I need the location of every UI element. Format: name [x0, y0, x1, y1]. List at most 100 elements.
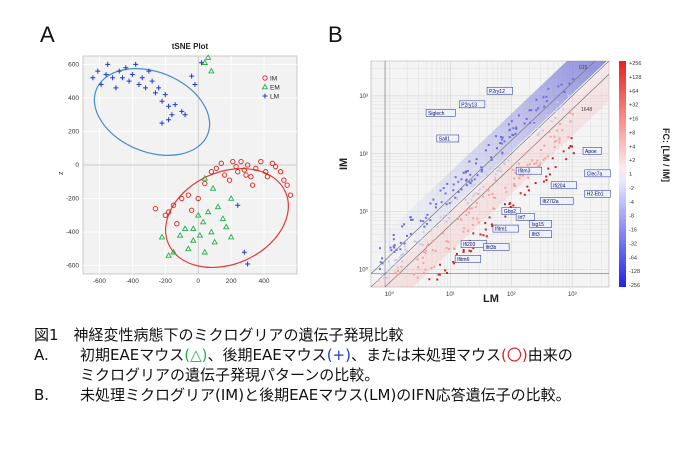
data-point [544, 157, 547, 160]
data-point-im [235, 169, 241, 175]
data-point [508, 128, 511, 131]
data-point-lm [235, 202, 241, 208]
data-point [401, 260, 404, 263]
data-point [447, 217, 450, 220]
data-point-im [249, 182, 256, 188]
data-point [422, 261, 425, 264]
gene-label: Gbp2 [504, 209, 516, 215]
data-point [426, 222, 429, 225]
data-point [462, 250, 465, 253]
data-point-em [208, 228, 215, 235]
x-tick-label: 10² [507, 292, 516, 298]
data-point-lm [103, 71, 109, 77]
data-point [443, 215, 446, 218]
data-point [550, 120, 553, 123]
data-point [439, 189, 442, 192]
data-point [434, 206, 437, 209]
data-point [429, 219, 432, 222]
gene-label-box [529, 230, 552, 238]
data-point [494, 173, 497, 176]
data-point-em [185, 245, 192, 252]
gene-label: P2ry13 [461, 102, 477, 108]
gene-label: Ifi27l2a [542, 199, 558, 205]
legend-marker-lm [262, 93, 268, 99]
data-point [542, 158, 545, 161]
data-point [424, 216, 427, 219]
data-point [417, 266, 420, 269]
data-point [487, 189, 490, 192]
colorbar-label: FC: [LM / IM] [661, 128, 671, 182]
data-point [471, 207, 474, 210]
data-point [555, 139, 558, 142]
data-point [536, 159, 539, 162]
data-point [569, 112, 572, 115]
data-point [527, 176, 530, 179]
data-point [484, 222, 487, 225]
data-point-lm [149, 78, 155, 84]
volcano-comparison-plot: 015 1648 P2ry12 P2ry13 Siglech Sall1 Apoe Ifit… [338, 60, 671, 305]
data-point [399, 248, 402, 251]
data-point [512, 127, 515, 130]
data-point [488, 216, 491, 219]
data-point-im [277, 169, 284, 175]
data-point [400, 253, 403, 256]
data-point [389, 268, 392, 271]
gene-label: Ifit3b [486, 245, 497, 251]
data-point [494, 196, 497, 199]
data-point [431, 240, 434, 243]
data-point [468, 249, 471, 252]
data-point [562, 150, 565, 153]
data-point-im [152, 205, 159, 212]
data-point [528, 163, 531, 166]
colorbar-tick: +256 [629, 61, 641, 67]
data-point-em [201, 248, 209, 255]
y-tick-label: -600 [66, 263, 79, 270]
data-point [505, 190, 508, 193]
data-point [452, 260, 455, 263]
diagonal-label: 1648 [581, 107, 592, 113]
data-point-lm [116, 68, 122, 74]
data-point [424, 268, 427, 271]
data-point [492, 196, 495, 199]
data-point-em [165, 252, 172, 258]
data-point-im [264, 174, 271, 180]
data-point [512, 133, 515, 136]
data-point [569, 120, 572, 123]
data-point [393, 244, 396, 247]
data-point [430, 267, 433, 270]
data-point-lm [159, 98, 165, 104]
gene-label: Ifi203 [463, 242, 475, 248]
data-point-em [214, 203, 222, 210]
data-point [491, 207, 494, 210]
data-point [421, 243, 424, 246]
data-point [504, 215, 507, 218]
data-point [514, 132, 517, 135]
data-point-im [208, 169, 215, 175]
data-point-em [209, 184, 217, 191]
caption-b-text: 未処理ミクログリア(IM)と後期EAEマウス(LM)のIFN応答遺伝子の比較。 [80, 386, 571, 404]
data-point [500, 138, 503, 141]
data-point [473, 184, 476, 187]
colorbar-tick: -64 [629, 255, 637, 261]
data-point [499, 170, 502, 173]
data-point [551, 157, 554, 160]
data-point-im [213, 165, 219, 172]
gene-label-box [454, 255, 482, 263]
data-point [517, 114, 520, 117]
data-point [457, 217, 460, 220]
data-point [565, 158, 568, 161]
data-point [419, 243, 422, 246]
data-point [447, 240, 450, 243]
data-point [464, 171, 467, 174]
data-point [397, 273, 400, 276]
data-point [421, 237, 424, 240]
data-point [379, 247, 382, 250]
data-point [490, 156, 493, 159]
data-point [460, 188, 463, 191]
gene-label-box [501, 207, 521, 215]
data-point [403, 242, 406, 245]
data-point-lm [166, 117, 172, 123]
data-point [482, 234, 485, 237]
data-point-em [190, 236, 197, 243]
data-point [429, 202, 432, 205]
